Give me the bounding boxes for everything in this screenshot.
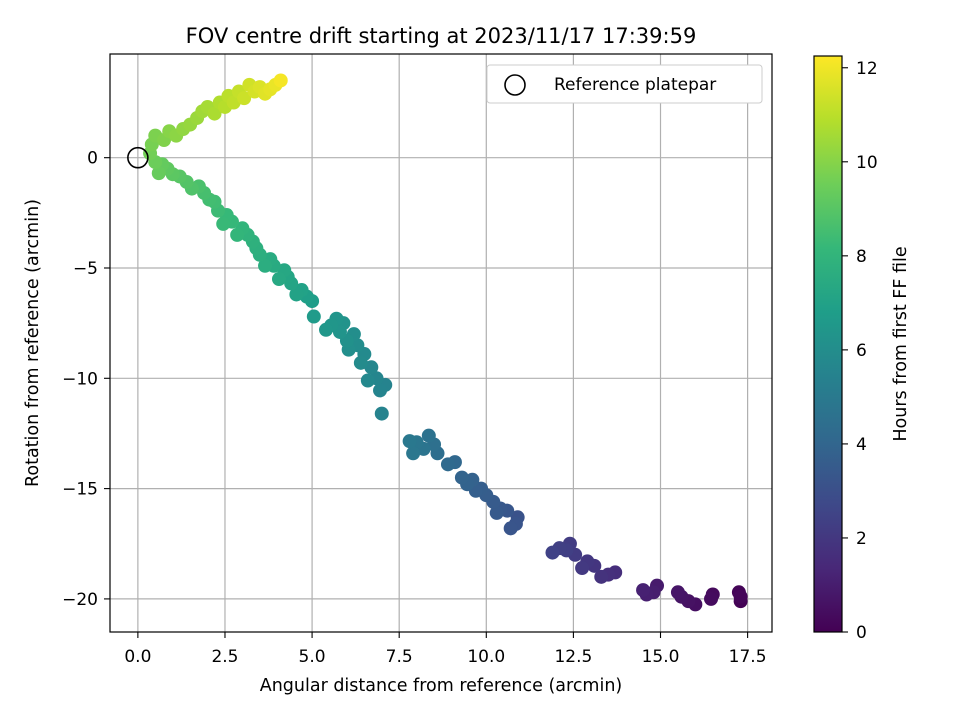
x-axis-ticks: 0.0 2.5 5.0 7.5 10.0 12.5 15.0 17.5 bbox=[124, 632, 767, 667]
data-point bbox=[594, 569, 609, 584]
data-point bbox=[273, 73, 288, 88]
colorbar-tick-label: 12 bbox=[856, 59, 878, 79]
colorbar-gradient bbox=[813, 55, 843, 633]
y-tick-label: −15 bbox=[62, 480, 98, 500]
y-tick-label: −10 bbox=[62, 369, 98, 389]
data-point bbox=[151, 166, 166, 181]
colorbar-tick-label: 2 bbox=[856, 529, 867, 549]
data-points bbox=[143, 73, 748, 612]
x-tick-label: 7.5 bbox=[386, 647, 413, 667]
data-point bbox=[289, 287, 304, 302]
plot-frame bbox=[109, 53, 773, 633]
data-point bbox=[230, 227, 245, 242]
x-tick-label: 12.5 bbox=[554, 647, 592, 667]
x-tick-label: 15.0 bbox=[642, 647, 680, 667]
data-point bbox=[421, 428, 436, 443]
data-point bbox=[636, 583, 651, 598]
y-axis-ticks: 0 −5 −10 −15 −20 bbox=[62, 149, 110, 610]
data-point bbox=[575, 561, 590, 576]
x-tick-label: 5.0 bbox=[299, 647, 326, 667]
legend-box bbox=[486, 64, 763, 104]
data-point bbox=[545, 545, 560, 560]
y-tick-label: 0 bbox=[87, 149, 98, 169]
data-point bbox=[402, 434, 417, 449]
data-point bbox=[704, 591, 719, 606]
colorbar-tick-label: 6 bbox=[856, 341, 867, 361]
x-tick-label: 0.0 bbox=[124, 647, 151, 667]
legend: Reference platepar bbox=[486, 64, 763, 104]
data-point bbox=[216, 216, 231, 231]
colorbar: 0 2 4 6 8 10 12 Hours from first FF file bbox=[813, 55, 911, 643]
data-point bbox=[360, 373, 375, 388]
x-tick-label: 17.5 bbox=[729, 647, 767, 667]
data-point bbox=[503, 521, 518, 536]
data-point bbox=[489, 505, 504, 520]
colorbar-label: Hours from first FF file bbox=[891, 246, 911, 441]
data-point bbox=[374, 406, 389, 421]
data-point bbox=[364, 360, 379, 375]
legend-entry-reference: Reference platepar bbox=[554, 75, 716, 95]
chart-title: FOV centre drift starting at 2023/11/17 … bbox=[186, 24, 697, 48]
colorbar-tick-label: 8 bbox=[856, 247, 867, 267]
data-point bbox=[733, 589, 748, 604]
y-tick-label: −20 bbox=[62, 590, 98, 610]
data-point bbox=[353, 355, 368, 370]
y-axis-label: Rotation from reference (arcmin) bbox=[23, 199, 43, 487]
colorbar-tick-label: 0 bbox=[856, 623, 867, 643]
data-point bbox=[271, 272, 286, 287]
data-point bbox=[258, 258, 273, 273]
grid bbox=[110, 54, 772, 632]
y-tick-label: −5 bbox=[73, 259, 98, 279]
colorbar-tick-label: 10 bbox=[856, 153, 878, 173]
data-point bbox=[226, 95, 241, 110]
data-point bbox=[373, 383, 388, 398]
data-point bbox=[207, 106, 222, 121]
x-tick-label: 10.0 bbox=[467, 647, 505, 667]
data-point bbox=[319, 322, 334, 337]
colorbar-ticks: 0 2 4 6 8 10 12 bbox=[842, 59, 878, 643]
data-point bbox=[670, 585, 685, 600]
colorbar-tick-label: 4 bbox=[856, 435, 867, 455]
data-point bbox=[306, 309, 321, 324]
legend-marker bbox=[504, 74, 526, 96]
x-tick-label: 2.5 bbox=[211, 647, 238, 667]
reference-point-marker bbox=[127, 146, 149, 169]
data-point bbox=[237, 91, 252, 106]
data-point bbox=[406, 446, 421, 461]
x-axis-label: Angular distance from reference (arcmin) bbox=[260, 676, 623, 696]
data-point bbox=[454, 470, 469, 485]
data-point bbox=[440, 457, 455, 472]
